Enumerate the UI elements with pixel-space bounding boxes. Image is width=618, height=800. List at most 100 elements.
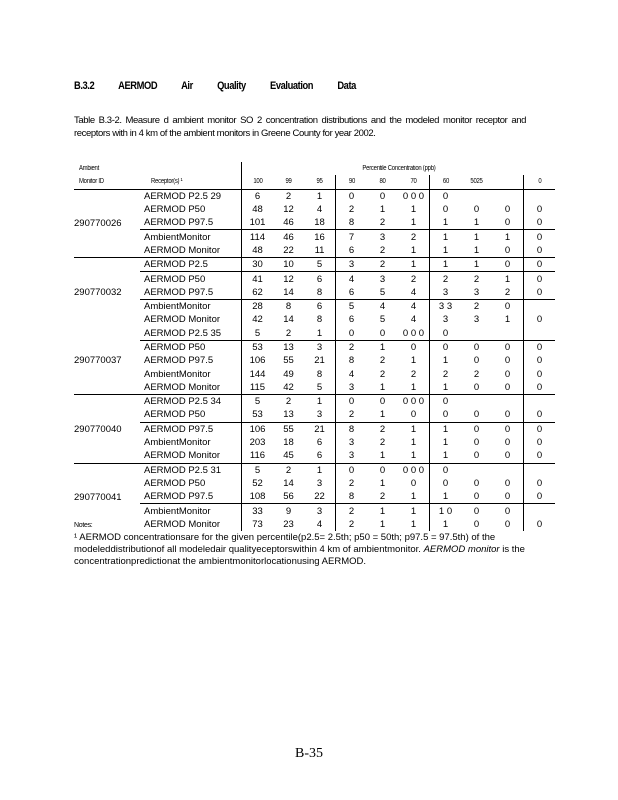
value-cell: 1 0	[429, 503, 461, 518]
receptor: AERMOD P2.5 35	[144, 327, 222, 339]
value-cell: 1	[461, 229, 492, 244]
monitor-id	[74, 230, 140, 244]
concentration-table: Ambient Percentile Concentration (ppb) M…	[74, 162, 555, 532]
value-cell: 5	[379, 314, 386, 326]
value-cell: 1	[410, 491, 417, 503]
value-cell: 1	[379, 518, 386, 530]
value-cell: 0	[523, 202, 555, 217]
value-cell: 0	[504, 409, 511, 421]
column-header: Receptor(s) ¹	[151, 178, 183, 186]
value-cell: 1	[410, 244, 417, 256]
value-cell: 7	[335, 229, 367, 244]
table-row: AERMOD Monitor 115 42 5 3 1 1 1 0 0 0	[74, 380, 555, 395]
value-cell: 0	[461, 421, 492, 436]
column-header: 60	[431, 175, 459, 190]
value-cell: 1	[410, 355, 417, 367]
value-cell: 0	[504, 244, 511, 256]
value-cell: 46	[283, 217, 294, 229]
column-header: 5025	[470, 178, 483, 186]
value-cell: 8	[335, 216, 367, 230]
value-cell: 0	[429, 408, 461, 423]
monitor-id	[74, 188, 140, 203]
receptor: AmbientMonitor	[144, 437, 211, 449]
value-cell: 11	[314, 244, 325, 256]
value-cell: 3	[304, 503, 336, 518]
monitor-id	[74, 504, 140, 518]
value-cell: 1	[410, 518, 417, 530]
value-cell: 21	[314, 355, 325, 367]
monitor-id	[74, 272, 140, 286]
value-cell: 42	[241, 313, 273, 327]
value-cell: 1	[410, 217, 417, 229]
value-cell: 1	[429, 435, 461, 450]
column-header: 70	[410, 178, 417, 186]
value-cell: 1	[473, 217, 480, 229]
table-row: AmbientMonitor 203 18 6 3 2 1 1 0 0 0	[74, 435, 555, 450]
value-cell: 0 0 0	[402, 327, 425, 339]
value-cell: 4	[410, 314, 417, 326]
value-cell: 116	[241, 449, 273, 464]
section-heading: B.3.2 AERMOD Air Quality Evaluation Data	[74, 80, 356, 92]
value-cell: 18	[314, 217, 325, 229]
value-cell: 55	[273, 421, 304, 436]
value-cell: 2	[273, 394, 304, 409]
monitor-id: 290770026	[74, 217, 122, 229]
value-cell: 1	[429, 229, 461, 244]
monitor-id	[74, 327, 140, 341]
value-cell: 5	[379, 286, 386, 298]
monitor-id	[74, 299, 140, 313]
value-cell: 0	[523, 408, 555, 423]
value-cell: 0	[504, 204, 511, 216]
value-cell: 0	[473, 437, 480, 449]
value-cell: 46	[273, 229, 304, 244]
column-header: 90	[337, 175, 365, 190]
monitor-id: 290770032	[74, 287, 122, 299]
value-cell: 1	[461, 257, 492, 272]
value-cell: 1	[398, 421, 430, 436]
notes-label: Notes:	[74, 522, 93, 529]
value-cell: 4	[335, 367, 367, 381]
value-cell: 23	[283, 518, 294, 530]
value-cell: 49	[283, 368, 294, 380]
value-cell: 3	[304, 339, 336, 355]
value-cell: 0	[504, 477, 511, 489]
value-cell: 101	[241, 216, 273, 230]
value-cell: 4	[410, 286, 417, 298]
value-cell: 0	[473, 381, 480, 393]
value-cell: 22	[283, 244, 294, 256]
column-header: 0	[525, 175, 553, 190]
table-row: AERMOD P50 48 12 4 2 1 1 0 0 0 0	[74, 202, 555, 217]
value-cell: 2	[335, 408, 367, 423]
value-cell: 144	[241, 367, 273, 381]
value-cell: 6	[304, 271, 336, 286]
receptor: AERMOD P50	[140, 271, 242, 286]
table-row: AERMOD Monitor 42 14 8 6 5 4 3 3 1 0	[74, 313, 555, 327]
receptor: AERMOD P2.5 34	[140, 394, 242, 409]
value-cell: 2	[379, 368, 386, 380]
value-cell: 2	[335, 339, 367, 355]
value-cell: 12	[283, 204, 294, 216]
value-cell: 2	[285, 327, 292, 339]
value-cell: 0	[461, 503, 492, 518]
value-cell: 3	[316, 477, 323, 489]
receptor: AmbientMonitor	[140, 229, 242, 244]
value-cell: 0	[429, 394, 461, 409]
value-cell: 203	[241, 435, 273, 450]
value-cell: 0	[335, 394, 367, 409]
value-cell: 3	[429, 313, 461, 327]
value-cell: 1	[379, 450, 386, 462]
receptor: AERMOD P97.5	[144, 355, 214, 367]
value-cell: 1	[492, 271, 524, 286]
value-cell: 0	[473, 409, 480, 421]
receptor: AERMOD P97.5	[144, 491, 214, 503]
value-cell	[461, 462, 492, 477]
value-cell	[461, 327, 492, 341]
value-cell: 6	[316, 437, 323, 449]
monitor-id	[74, 340, 140, 354]
monitor-id	[74, 313, 140, 326]
value-cell: 0	[504, 355, 511, 367]
column-header: 95	[316, 178, 323, 186]
value-cell: 0	[523, 354, 555, 368]
value-cell: 0	[335, 326, 367, 341]
